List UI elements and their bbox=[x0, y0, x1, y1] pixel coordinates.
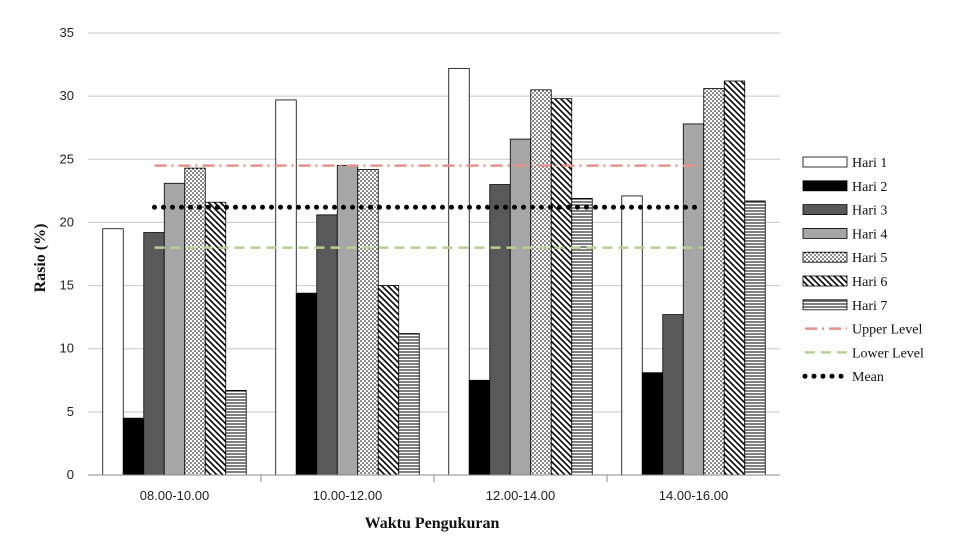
bar-hari-6 bbox=[377, 285, 400, 476]
legend-swatch bbox=[802, 180, 848, 192]
y-tick-label: 15 bbox=[60, 278, 74, 293]
y-tick-label: 30 bbox=[60, 88, 74, 103]
legend-label: Hari 1 bbox=[852, 156, 887, 171]
bar-hari-2 bbox=[295, 292, 318, 476]
bar-hari-7 bbox=[571, 198, 593, 476]
bar-hari-6 bbox=[723, 80, 746, 476]
bar-hari-4 bbox=[336, 165, 359, 476]
bar-hari-7 bbox=[398, 333, 420, 476]
bar-hari-4 bbox=[163, 182, 186, 476]
legend-label: Hari 4 bbox=[852, 227, 887, 242]
legend-swatch bbox=[802, 251, 848, 263]
legend-label: Lower Level bbox=[852, 346, 924, 361]
bar-hari-6 bbox=[550, 98, 573, 476]
x-tick-label: 14.00-16.00 bbox=[659, 488, 728, 503]
bar-hari-1 bbox=[102, 228, 124, 476]
x-axis-title: Waktu Pengukuran bbox=[365, 515, 500, 532]
y-axis-title: Rasio (%) bbox=[32, 224, 49, 293]
bars bbox=[102, 67, 766, 476]
legend: Hari 1 Hari 2 Hari 3 Hari 4 Hari 5 Hari 6 Hari… bbox=[802, 156, 924, 385]
x-tick-label: 12.00-14.00 bbox=[486, 488, 555, 503]
bar-hari-3 bbox=[143, 232, 165, 476]
legend-swatch bbox=[802, 275, 848, 287]
legend-label: Hari 3 bbox=[852, 204, 887, 219]
y-tick-label: 5 bbox=[67, 404, 74, 419]
bar-hari-3 bbox=[662, 314, 684, 476]
legend-swatch bbox=[802, 227, 848, 239]
bar-hari-4 bbox=[509, 138, 532, 476]
x-tick-labels: 08.00-10.00 10.00-12.00 12.00-14.00 14.00-1… bbox=[140, 475, 728, 503]
legend-swatch bbox=[802, 156, 848, 168]
bar-hari-5 bbox=[703, 88, 725, 476]
legend-label: Hari 7 bbox=[852, 299, 887, 314]
bar-hari-1 bbox=[448, 67, 470, 476]
bar-hari-3 bbox=[316, 214, 338, 476]
y-tick-label: 0 bbox=[67, 467, 74, 482]
bar-hari-7 bbox=[225, 389, 247, 476]
legend-label: Hari 5 bbox=[852, 251, 887, 266]
y-tick-label: 25 bbox=[60, 151, 74, 166]
y-tick-label: 20 bbox=[60, 214, 74, 229]
bar-hari-1 bbox=[621, 195, 643, 476]
legend-label: Hari 6 bbox=[852, 275, 887, 290]
y-tick-labels: 0 5 10 15 20 25 30 35 bbox=[60, 25, 74, 482]
legend-swatch bbox=[802, 204, 848, 216]
x-tick-label: 10.00-12.00 bbox=[313, 488, 382, 503]
bar-hari-6 bbox=[204, 201, 227, 476]
bar-hari-5 bbox=[184, 167, 206, 476]
bar-hari-3 bbox=[489, 184, 511, 476]
y-tick-label: 10 bbox=[60, 341, 74, 356]
reference-lines bbox=[152, 164, 706, 249]
legend-swatch bbox=[802, 299, 848, 311]
bar-hari-5 bbox=[530, 89, 552, 476]
bar-hari-2 bbox=[122, 417, 145, 476]
x-tick-label: 08.00-10.00 bbox=[140, 488, 209, 503]
legend-label: Upper Level bbox=[852, 323, 922, 338]
bar-hari-5 bbox=[357, 168, 379, 476]
bar-hari-1 bbox=[275, 99, 297, 476]
bar-hari-2 bbox=[641, 372, 664, 476]
legend-label: Mean bbox=[852, 370, 884, 385]
y-tick-label: 35 bbox=[60, 25, 74, 40]
bar-hari-2 bbox=[468, 379, 491, 476]
bar-hari-4 bbox=[682, 123, 705, 476]
legend-label: Hari 2 bbox=[852, 180, 887, 195]
bar-hari-7 bbox=[744, 200, 766, 476]
